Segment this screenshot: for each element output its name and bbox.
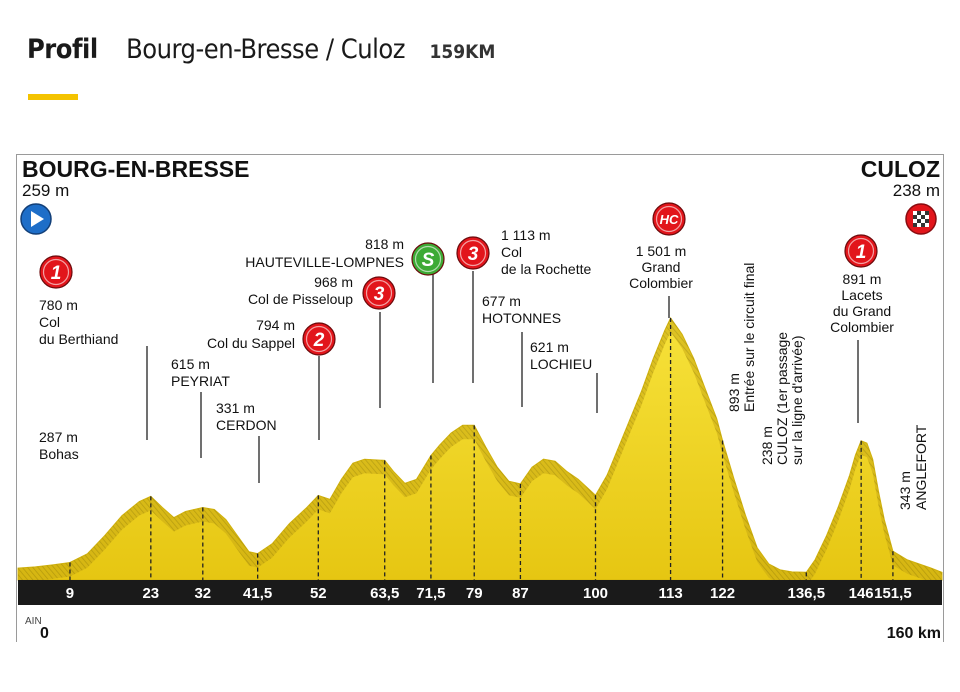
climb-category-badge-icon: 2 [302, 322, 336, 356]
km-tick-label: 32 [194, 585, 211, 602]
climb-category-badge-icon: 3 [456, 236, 490, 270]
point-label-line: Col [501, 244, 522, 260]
point-label-line: Col de Pisseloup [248, 291, 353, 307]
km-tick-label: 9 [66, 585, 74, 602]
distance-label: 159KM [429, 41, 496, 63]
profile-frame [16, 154, 944, 642]
point-label-line: Colombier [830, 319, 894, 335]
km-tick-label: 136,5 [788, 585, 826, 602]
point-label-line: 621 m [530, 339, 569, 355]
page-header: Profil Bourg-en-Bresse / Culoz 159KM [27, 34, 495, 74]
start-flag-icon [20, 203, 52, 235]
point-label-line: HOTONNES [482, 310, 561, 326]
point-label-line: 615 m [171, 356, 210, 372]
km-tick-label: 41,5 [243, 585, 272, 602]
km-tick-label: 151,5 [874, 585, 912, 602]
point-label-line: Bohas [39, 446, 79, 462]
point-label-line: ANGLEFORT [913, 424, 929, 510]
point-label-line: CERDON [216, 417, 277, 433]
point-label-line: 238 m [759, 426, 775, 465]
point-label-line: 343 m [897, 471, 913, 510]
point-label-line: PEYRIAT [171, 373, 230, 389]
point-label-line: 893 m [726, 373, 742, 412]
climb-category-badge-icon: HC [652, 202, 686, 236]
point-label-line: 331 m [216, 400, 255, 416]
finish-altitude: 238 m [893, 181, 940, 200]
km-tick-label: 79 [466, 585, 483, 602]
badge-text: 1 [51, 263, 62, 284]
finish-name: CULOZ [861, 156, 940, 182]
start-km-label: 0 [40, 625, 49, 642]
point-label: 238 m CULOZ (1er passage sur la ligne d'ar… [759, 332, 805, 465]
km-tick-label: 52 [310, 585, 327, 602]
badge-text: 3 [468, 244, 479, 265]
point-label-line: 818 m [365, 236, 404, 252]
badge-text: 2 [313, 330, 325, 351]
km-tick-label: 23 [142, 585, 159, 602]
point-label-line: Lacets [841, 287, 882, 303]
page-title: Profil [27, 34, 98, 65]
km-tick-label: 122 [710, 585, 735, 602]
km-tick-label: 71,5 [416, 585, 445, 602]
climb-category-badge-icon: 3 [362, 276, 396, 310]
km-axis-bar [18, 580, 942, 605]
header-underline [28, 94, 78, 100]
km-tick-label: 100 [583, 585, 608, 602]
point-label-line: du Berthiand [39, 331, 118, 347]
km-tick-label: 146 [849, 585, 874, 602]
point-label-line: du Grand [833, 303, 891, 319]
badge-text: 3 [374, 284, 385, 305]
km-tick-label: 63,5 [370, 585, 399, 602]
start-altitude: 259 m [22, 181, 69, 200]
point-label: 893 m Entrée sur le circuit final [726, 263, 757, 412]
point-label-line: 891 m [843, 271, 882, 287]
start-name: BOURG-EN-BRESSE [22, 156, 249, 182]
end-km-label: 160 km [887, 625, 941, 642]
finish-flag-icon [905, 203, 937, 235]
km-tick-label: 87 [512, 585, 529, 602]
point-label-line: de la Rochette [501, 261, 591, 277]
point-label-line: 968 m [314, 274, 353, 290]
climb-category-badge-icon: 1 [844, 234, 878, 268]
sprint-badge-icon: S [411, 242, 445, 276]
point-label-line: Colombier [629, 275, 693, 291]
point-label: 343 m ANGLEFORT [897, 424, 929, 510]
point-label-line: 1 501 m [636, 243, 687, 259]
badge-text: HC [660, 212, 679, 227]
region-label: AIN [25, 616, 42, 627]
point-label-line: LOCHIEU [530, 356, 592, 372]
point-label-line: 780 m [39, 297, 78, 313]
km-tick-label: 113 [658, 585, 682, 602]
badge-text: S [422, 250, 435, 271]
point-label-line: 794 m [256, 317, 295, 333]
point-label-line: 287 m [39, 429, 78, 445]
point-label-line: 677 m [482, 293, 521, 309]
point-label-line: Col du Sappel [207, 335, 295, 351]
point-label-line: HAUTEVILLE-LOMPNES [245, 254, 404, 270]
point-label-line: sur la ligne d'arrivée) [789, 335, 805, 465]
point-label-line: Grand [642, 259, 681, 275]
badge-text: 1 [856, 242, 867, 263]
climb-category-badge-icon: 1 [39, 255, 73, 289]
point-label-line: CULOZ (1er passage [774, 332, 790, 465]
point-label-line: Col [39, 314, 60, 330]
point-label-line: Entrée sur le circuit final [741, 263, 757, 412]
point-label-line: 1 113 m [501, 227, 551, 243]
route-title: Bourg-en-Bresse / Culoz [126, 34, 405, 65]
